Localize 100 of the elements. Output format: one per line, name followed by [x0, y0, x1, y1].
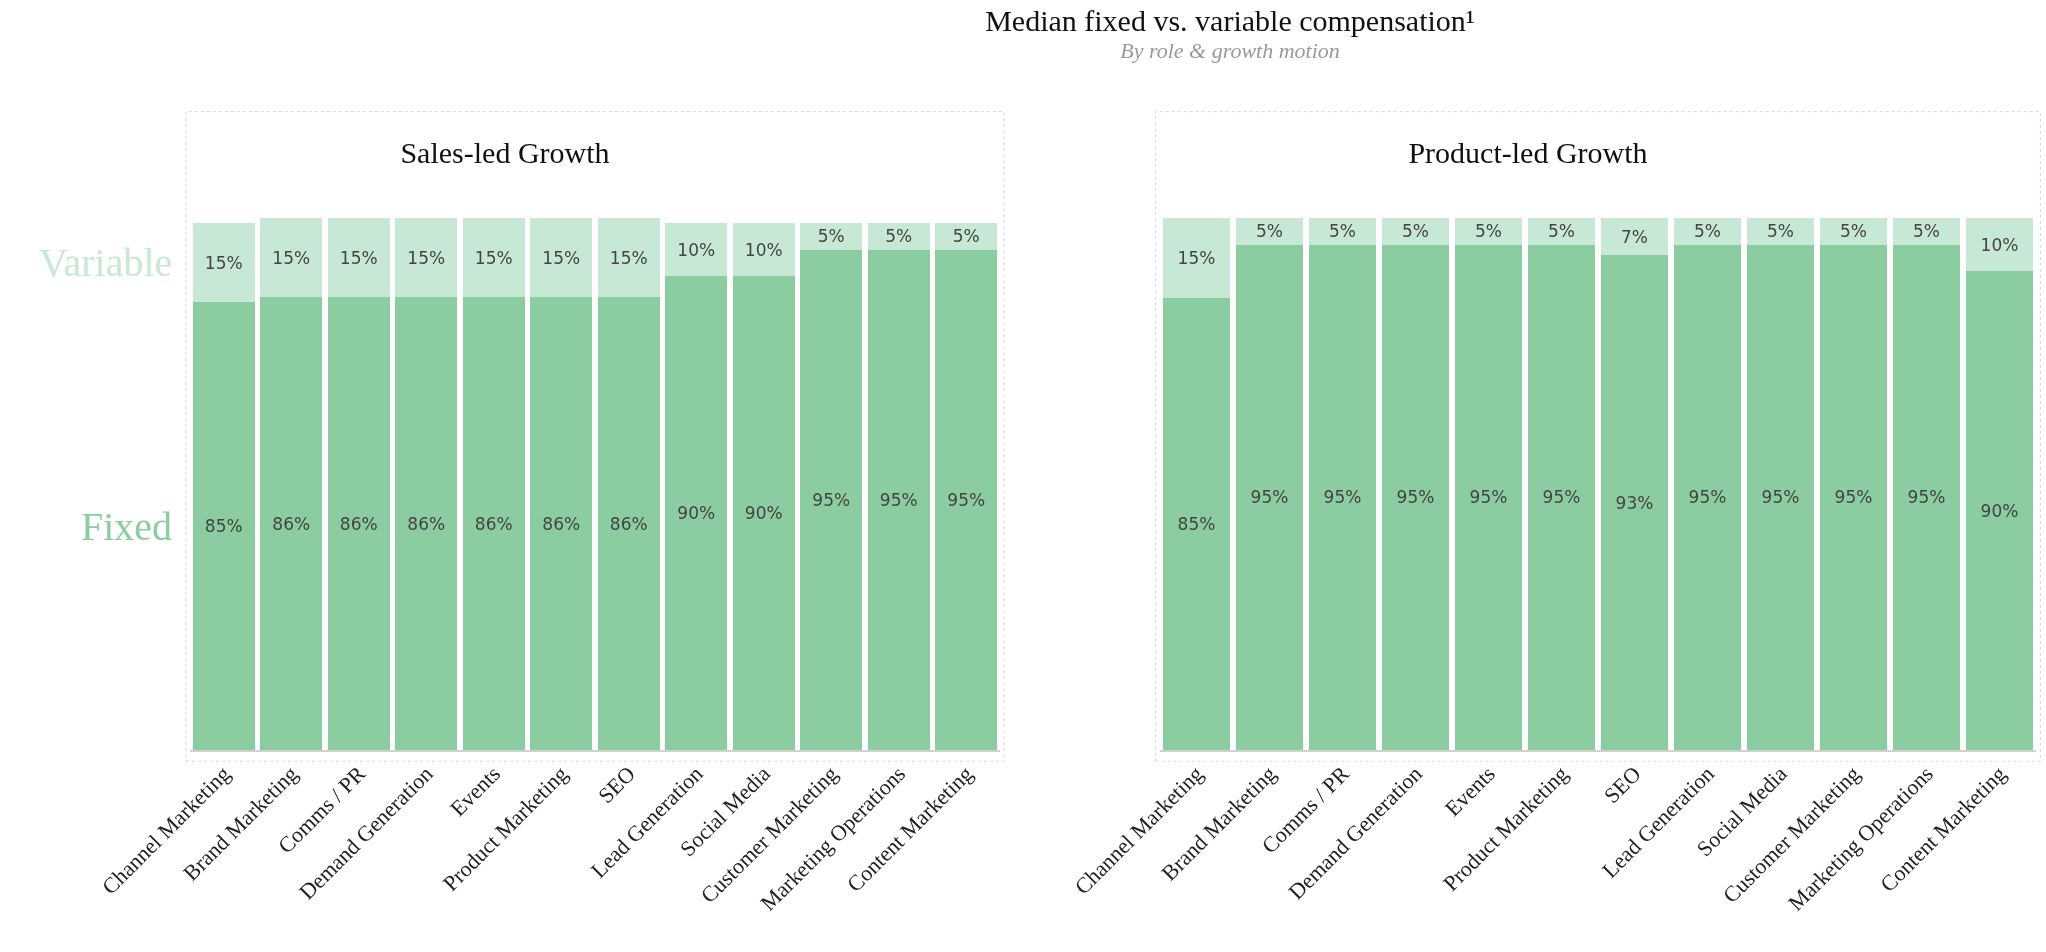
bar	[800, 223, 863, 250]
bar	[1965, 271, 2034, 750]
data-label: 5%	[1913, 221, 1940, 242]
data-label: 10%	[1980, 234, 2019, 255]
bar	[462, 297, 525, 750]
data-label: 95%	[1834, 487, 1873, 508]
bar	[327, 218, 390, 298]
data-label: 95%	[1250, 487, 1289, 508]
bar	[395, 297, 458, 750]
data-label: 5%	[1548, 221, 1575, 242]
data-label: 95%	[812, 489, 851, 510]
bar	[1162, 297, 1231, 750]
data-label: 10%	[677, 239, 716, 260]
data-label: 15%	[339, 247, 378, 268]
data-label: 95%	[879, 489, 918, 510]
bar	[1235, 218, 1304, 245]
data-label: 95%	[1542, 487, 1581, 508]
data-label: 15%	[542, 247, 581, 268]
bar	[935, 223, 998, 250]
data-label: 95%	[1396, 487, 1435, 508]
data-label: 90%	[1980, 500, 2019, 521]
bar	[1819, 218, 1888, 245]
data-label: 95%	[1907, 487, 1946, 508]
data-label: 95%	[1469, 487, 1508, 508]
bar	[1892, 244, 1961, 750]
data-label: 5%	[885, 226, 913, 247]
data-label: 5%	[1694, 221, 1721, 242]
bar	[462, 218, 525, 298]
data-label: 5%	[1256, 221, 1283, 242]
data-label: 5%	[817, 226, 845, 247]
bar	[1454, 244, 1523, 750]
data-label: 7%	[1621, 226, 1648, 247]
bar	[665, 275, 728, 750]
bar	[800, 249, 863, 750]
bar	[665, 223, 728, 276]
bar	[260, 297, 323, 750]
bar	[1965, 218, 2034, 272]
bar	[1381, 218, 1450, 245]
bar	[192, 302, 255, 750]
chart-title: Sales-led Growth	[400, 136, 610, 169]
data-label: 85%	[204, 516, 243, 537]
data-label: 90%	[744, 502, 783, 523]
bar	[1454, 218, 1523, 245]
data-label: 95%	[1761, 487, 1800, 508]
data-label: 5%	[1475, 221, 1502, 242]
bar	[1673, 218, 1742, 245]
data-label: 93%	[1615, 492, 1654, 513]
bar	[395, 218, 458, 298]
bar	[1308, 244, 1377, 750]
data-label: 15%	[1177, 247, 1216, 268]
bar	[732, 223, 795, 276]
series-label: Fixed	[81, 504, 173, 549]
bar	[260, 218, 323, 298]
bar	[732, 275, 795, 750]
data-label: 86%	[609, 513, 648, 534]
data-label: 5%	[1767, 221, 1794, 242]
data-label: 95%	[947, 489, 986, 510]
bar	[1673, 244, 1742, 750]
bar	[530, 297, 593, 750]
data-label: 86%	[407, 513, 446, 534]
bar	[1746, 218, 1815, 245]
data-label: 5%	[1840, 221, 1867, 242]
data-label: 86%	[339, 513, 378, 534]
data-label: 15%	[609, 247, 648, 268]
x-tick-label: SEO	[1598, 761, 1646, 809]
data-label: 90%	[677, 502, 716, 523]
bar	[1162, 218, 1231, 298]
data-label: 86%	[542, 513, 581, 534]
data-label: 95%	[1688, 487, 1727, 508]
data-label: 5%	[952, 226, 980, 247]
data-label: 85%	[1177, 513, 1216, 534]
data-label: 15%	[474, 247, 513, 268]
bar	[1527, 218, 1596, 245]
bar	[935, 249, 998, 750]
data-label: 95%	[1323, 487, 1362, 508]
bar	[1600, 218, 1669, 256]
bar	[597, 218, 660, 298]
bar	[530, 218, 593, 298]
bar	[867, 223, 930, 250]
data-label: 15%	[272, 247, 311, 268]
bar	[192, 223, 255, 303]
text: Median fixed vs. variable compensation¹	[984, 4, 1476, 38]
bar	[1235, 244, 1304, 750]
data-label: 15%	[204, 252, 243, 273]
bar	[1527, 244, 1596, 750]
bar	[1892, 218, 1961, 245]
bar	[1819, 244, 1888, 750]
data-label: 86%	[272, 513, 311, 534]
data-label: 10%	[744, 239, 783, 260]
data-label: 15%	[407, 247, 446, 268]
chart-title: Product-led Growth	[1408, 136, 1648, 169]
bar	[327, 297, 390, 750]
data-label: 5%	[1329, 221, 1356, 242]
bar	[1308, 218, 1377, 245]
bar	[597, 297, 660, 750]
bar	[1746, 244, 1815, 750]
bar	[867, 249, 930, 750]
bar	[1381, 244, 1450, 750]
bar	[1600, 255, 1669, 750]
text: By role & growth motion	[1119, 38, 1341, 64]
